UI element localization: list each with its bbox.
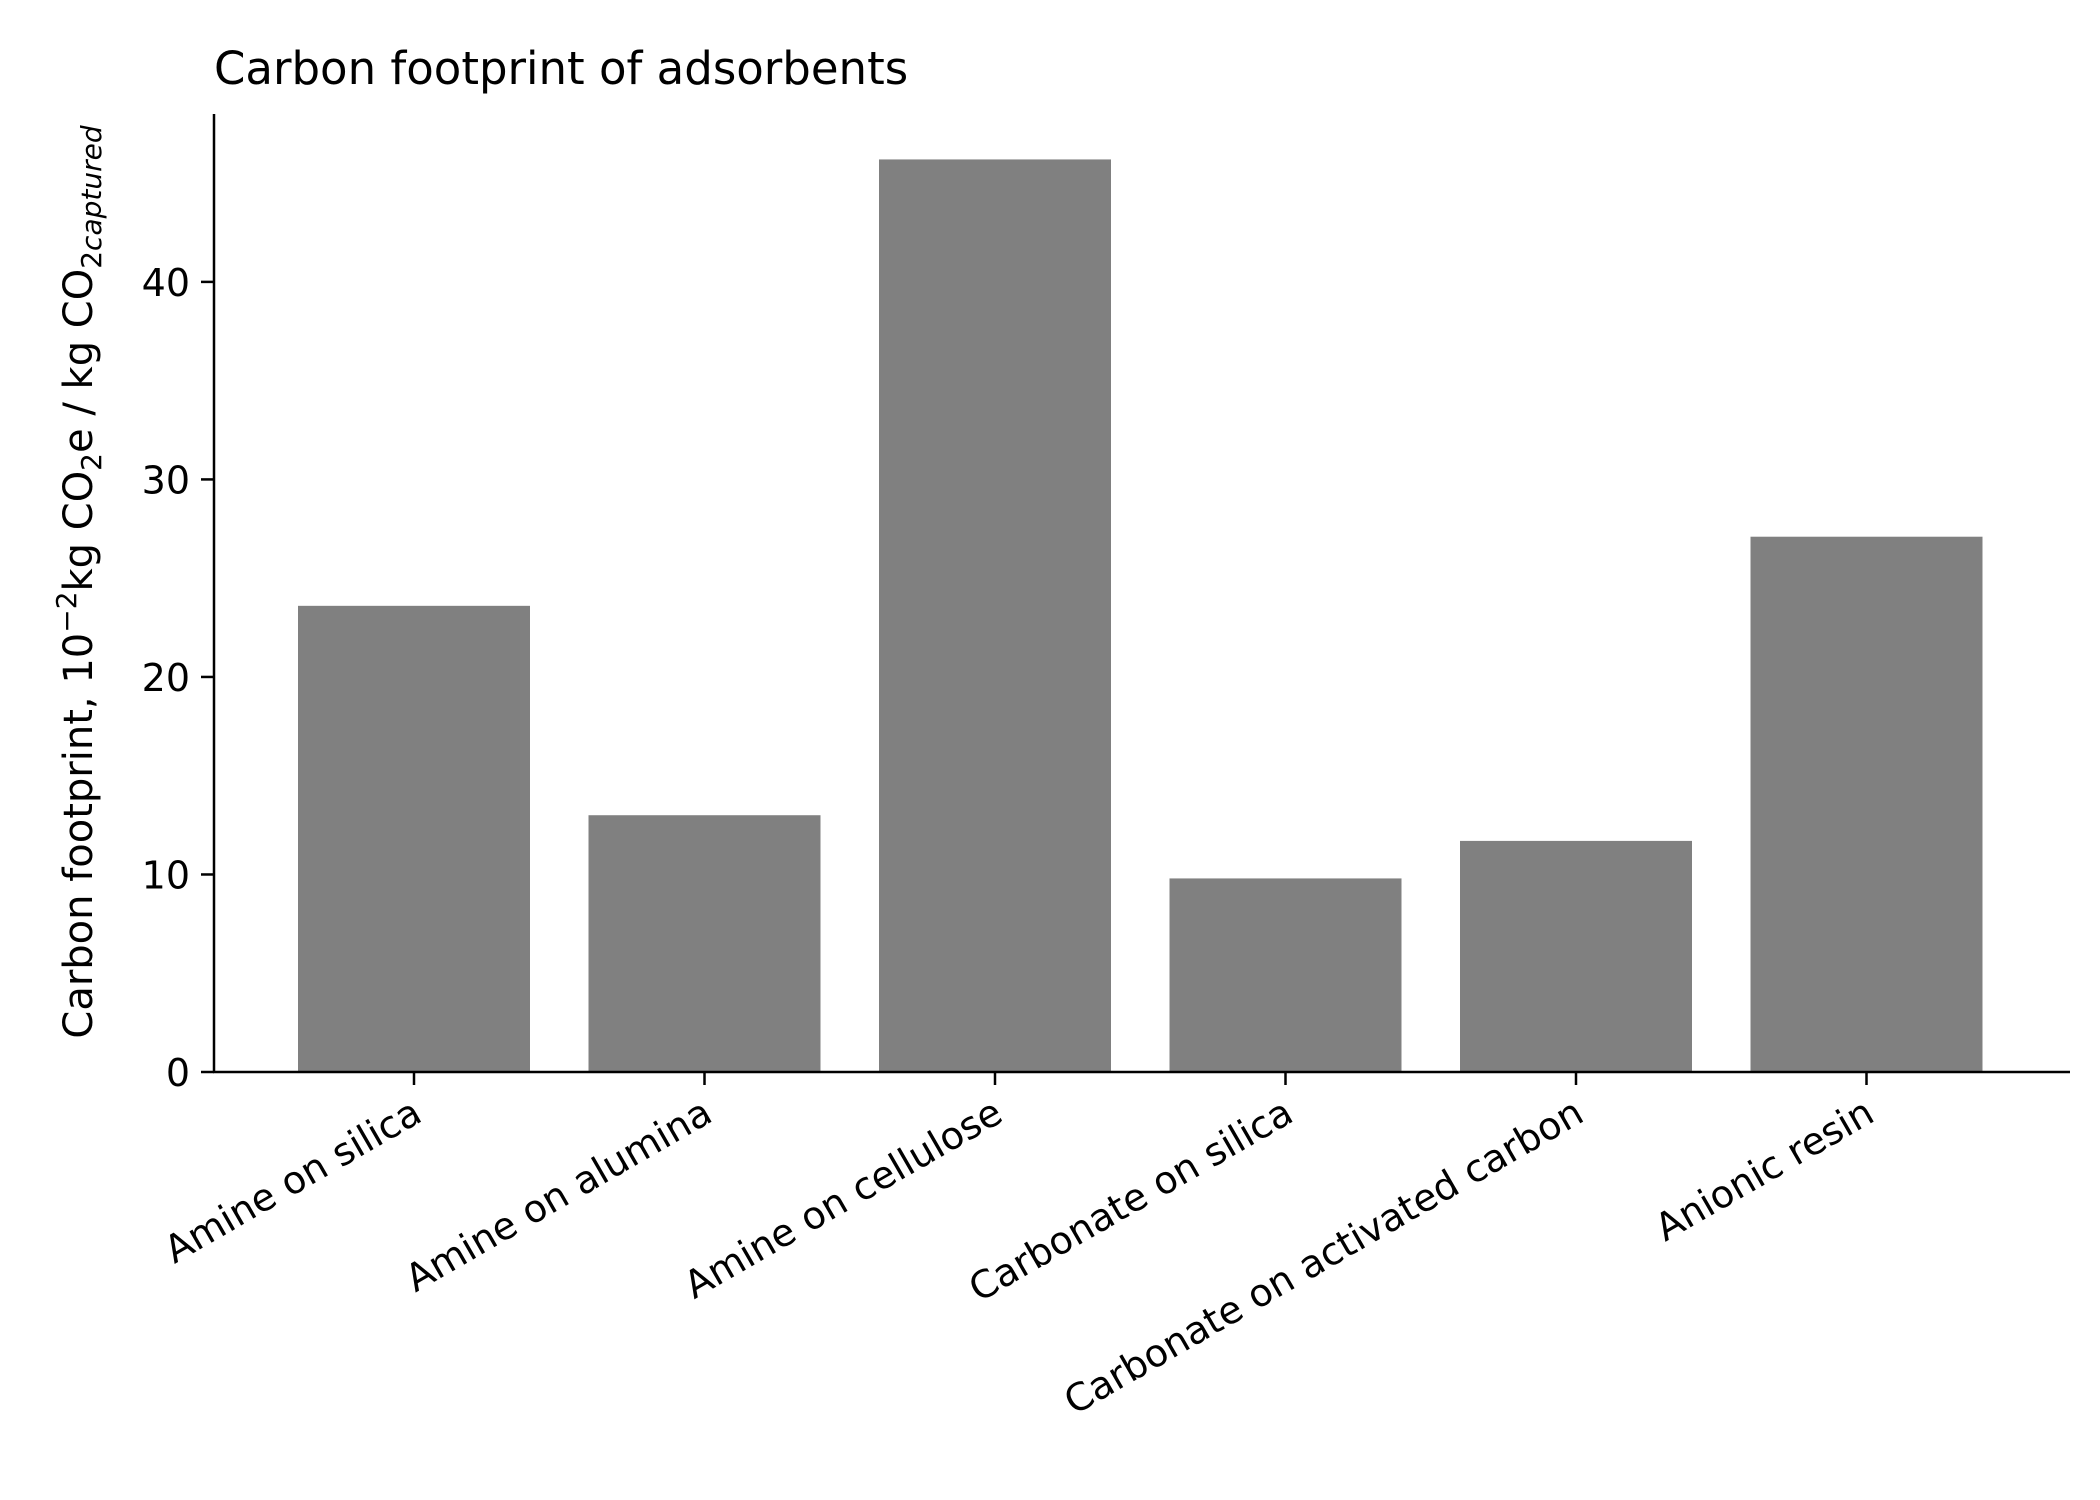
- svg-text:Carbon footprint, 10−2kg CO2e: Carbon footprint, 10−2kg CO2e / kg CO2ca…: [50, 125, 108, 1038]
- y-axis-label-sub1: 2: [75, 453, 108, 471]
- bar-4: [1169, 878, 1402, 1072]
- y-axis-label-exponent: −2: [50, 591, 83, 632]
- x-tick-label-5: Carbonate on activated carbon: [1057, 1090, 1591, 1424]
- bar-3: [879, 159, 1111, 1073]
- y-axis-label-sub2: 2: [75, 251, 108, 269]
- y-axis-label-prefix: Carbon footprint, 10: [56, 633, 102, 1039]
- y-axis-label: Carbon footprint, 10−2kg CO2e / kg CO2ca…: [50, 125, 108, 1038]
- y-axis: 0 10 20 30 40: [142, 114, 216, 1095]
- y-tick-label-3: 20: [142, 656, 190, 700]
- chart-title: Carbon footprint of adsorbents: [214, 42, 908, 95]
- y-tick-label-4: 30: [142, 458, 190, 502]
- bar-6: [1750, 536, 1983, 1072]
- bar-2: [588, 815, 821, 1072]
- bar-1: [298, 605, 530, 1072]
- y-axis-label-middle1: kg CO: [56, 471, 102, 592]
- y-tick-label-5: 40: [142, 261, 190, 305]
- x-tick-label-2: Amine on alumina: [398, 1090, 719, 1301]
- x-tick-label-3: Amine on cellulose: [677, 1090, 1010, 1308]
- y-tick-label-1: 0: [166, 1051, 190, 1095]
- bar-5: [1460, 840, 1692, 1072]
- bars: [298, 159, 1983, 1073]
- y-axis-label-sub2-italic: captured: [75, 125, 108, 251]
- y-tick-label-2: 10: [142, 853, 190, 897]
- x-tick-label-1: Amine on silica: [157, 1090, 429, 1272]
- x-tick-label-6: Anionic resin: [1648, 1090, 1881, 1250]
- y-axis-label-middle2: e / kg CO: [56, 269, 102, 453]
